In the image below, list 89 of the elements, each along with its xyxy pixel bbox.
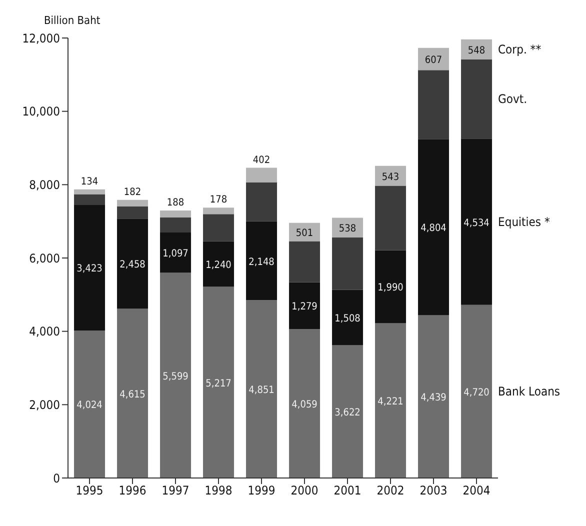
data-label: 543 — [382, 172, 400, 183]
data-label: 1,097 — [162, 248, 188, 260]
data-label: 4,804 — [420, 223, 447, 234]
bar — [160, 272, 192, 478]
bar — [461, 304, 492, 478]
y-tick-label: 6,000 — [29, 251, 60, 266]
series-label: Corp. ** — [498, 42, 542, 56]
data-label: 4,720 — [464, 387, 490, 398]
data-label: 4,615 — [120, 389, 146, 400]
bar — [375, 186, 406, 250]
bar — [332, 237, 364, 290]
y-axis-title: Billion Baht — [44, 14, 100, 27]
data-label: 134 — [80, 176, 98, 188]
x-tick-label: 1996 — [118, 484, 146, 498]
bar — [74, 194, 106, 205]
bar — [246, 221, 278, 300]
x-tick-label: 2004 — [462, 484, 490, 498]
bar — [461, 138, 492, 305]
data-label: 548 — [468, 45, 486, 56]
x-tick-label: 2003 — [420, 484, 448, 498]
y-tick-label: 4,000 — [29, 324, 60, 339]
data-label: 1,508 — [334, 314, 361, 325]
bar — [117, 206, 148, 219]
y-tick-label: 10,000 — [22, 104, 60, 119]
x-tick-label: 2002 — [376, 484, 404, 498]
data-label: 538 — [338, 224, 356, 235]
x-tick-label: 1997 — [162, 484, 190, 498]
data-label: 607 — [424, 55, 442, 66]
data-label: 1,279 — [292, 302, 318, 313]
bar — [246, 300, 278, 478]
data-label: 4,221 — [378, 396, 404, 408]
data-label: 501 — [296, 228, 314, 240]
data-label: 5,217 — [206, 378, 232, 390]
x-tick-label: 2000 — [290, 484, 318, 498]
series-label: Govt. — [498, 92, 528, 106]
data-label: 2,148 — [248, 256, 275, 268]
data-label: 5,599 — [162, 371, 189, 382]
series-label: Bank Loans — [498, 384, 560, 398]
bar — [74, 204, 106, 330]
bar — [203, 286, 234, 478]
y-tick-label: 12,000 — [22, 31, 60, 46]
bar — [332, 290, 364, 346]
data-label: 1,990 — [378, 282, 404, 294]
x-tick-label: 1995 — [76, 484, 104, 498]
bar — [203, 241, 234, 287]
bar — [117, 308, 148, 478]
data-label: 4,851 — [248, 385, 274, 396]
bar — [375, 323, 406, 478]
data-label: 4,534 — [464, 218, 490, 229]
bar — [289, 241, 320, 282]
y-tick-label: 2,000 — [29, 398, 60, 412]
bar — [160, 217, 192, 232]
data-label: 4,059 — [292, 400, 318, 411]
data-label: 188 — [166, 198, 184, 209]
data-label: 402 — [252, 154, 270, 166]
data-label: 1,240 — [206, 260, 232, 271]
bar — [289, 282, 320, 330]
x-tick-label: 1999 — [248, 484, 276, 498]
x-tick-label: 2001 — [334, 484, 362, 498]
data-label: 4,439 — [420, 392, 447, 404]
y-tick-label: 0 — [53, 471, 60, 486]
data-label: 182 — [124, 186, 142, 198]
data-label: 4,024 — [76, 400, 103, 412]
bar — [160, 232, 192, 273]
bar — [289, 329, 320, 478]
bar — [246, 168, 278, 183]
bar — [332, 218, 364, 238]
bar — [117, 200, 148, 207]
bar — [418, 139, 450, 316]
data-label: 178 — [210, 194, 228, 206]
bar — [375, 250, 406, 324]
y-tick-label: 8,000 — [29, 178, 60, 192]
bar — [203, 208, 234, 214]
bar — [418, 48, 450, 70]
bar — [160, 210, 192, 218]
bar — [246, 182, 278, 222]
data-label: 3,622 — [334, 408, 360, 419]
data-label: 3,423 — [76, 264, 102, 275]
bar — [418, 315, 450, 478]
bar — [74, 330, 106, 478]
bar — [203, 214, 234, 242]
bar — [117, 218, 148, 309]
bar — [74, 189, 106, 194]
bar — [461, 59, 492, 139]
x-tick-label: 1998 — [204, 484, 232, 498]
data-label: 2,458 — [120, 260, 146, 271]
bar — [332, 345, 364, 478]
series-label: Equities * — [498, 214, 550, 229]
bar — [418, 70, 450, 140]
